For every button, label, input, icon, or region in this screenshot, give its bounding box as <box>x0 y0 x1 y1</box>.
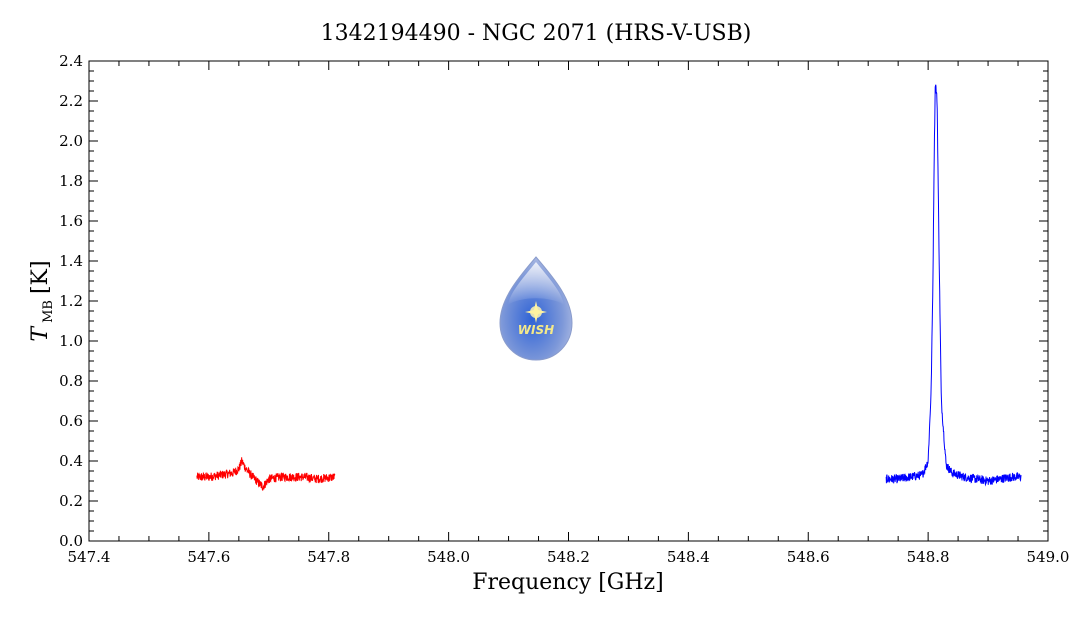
x-tick-label: 548.0 <box>427 548 470 566</box>
y-axis-label-sub: MB <box>41 300 56 323</box>
series-line-1 <box>196 457 336 491</box>
wish-logo: WISH <box>499 256 573 361</box>
x-tick-label: 549.0 <box>1027 548 1070 566</box>
y-tick-label: 2.2 <box>59 92 83 110</box>
y-tick-label: 2.0 <box>59 132 83 150</box>
y-tick-label: 1.6 <box>59 212 83 230</box>
x-axis-label: Frequency [GHz] <box>472 570 664 595</box>
y-axis-label-main: T <box>28 325 53 342</box>
x-tick-label: 547.6 <box>187 548 230 566</box>
y-tick-label: 0.0 <box>59 532 83 550</box>
series-line-2 <box>885 84 1022 487</box>
x-tick-label: 548.2 <box>547 548 590 566</box>
y-axis: 0.0 0.2 0.4 0.6 0.8 1.0 1.2 1.4 1.6 1.8 2.0 2.2 2.4 <box>59 52 1048 550</box>
y-axis-label: T MB [K] <box>28 260 56 341</box>
x-tick-label: 548.8 <box>907 548 950 566</box>
y-tick-label: 1.2 <box>59 292 83 310</box>
x-tick-label: 548.6 <box>787 548 830 566</box>
series-layer <box>196 84 1022 491</box>
x-tick-label: 547.4 <box>68 548 111 566</box>
svg-text:TMB[K]: T MB [K] <box>28 260 56 341</box>
y-tick-label: 0.4 <box>59 452 83 470</box>
droplet-highlight <box>508 262 564 305</box>
x-tick-label: 548.4 <box>667 548 710 566</box>
y-tick-label: 1.8 <box>59 172 83 190</box>
logo-text: WISH <box>518 323 554 337</box>
y-axis-label-unit: [K] <box>28 260 53 294</box>
plot-area: 547.4 547.6 547.8 548.0 548.2 548.4 548.6 548.8… <box>59 52 1069 566</box>
chart-title: 1342194490 - NGC 2071 (HRS-V-USB) <box>321 21 752 46</box>
y-tick-label: 2.4 <box>59 52 83 70</box>
y-tick-label: 0.2 <box>59 492 83 510</box>
plot-frame <box>88 60 1049 542</box>
y-tick-label: 1.4 <box>59 252 83 270</box>
x-axis: 547.4 547.6 547.8 548.0 548.2 548.4 548.6 548.8… <box>68 61 1070 566</box>
y-tick-label: 0.8 <box>59 372 83 390</box>
x-tick-label: 547.8 <box>307 548 350 566</box>
star-icon <box>525 301 547 323</box>
y-tick-label: 1.0 <box>59 332 83 350</box>
y-tick-label: 0.6 <box>59 412 83 430</box>
